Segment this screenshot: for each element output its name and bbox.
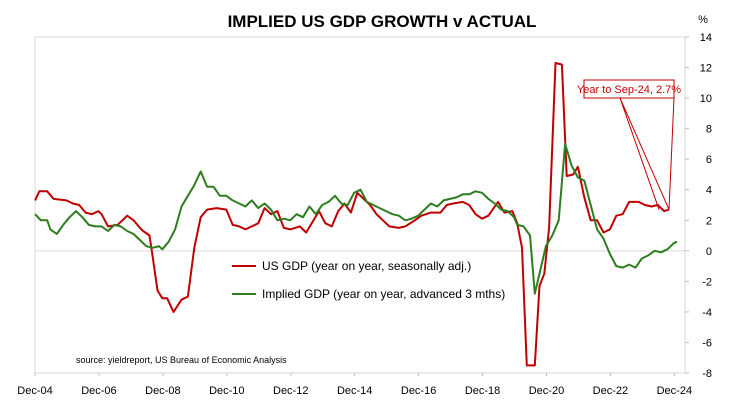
plot-area-border: [34, 36, 686, 374]
y-tick-label: 14: [700, 32, 712, 44]
x-tick-label: Dec-06: [81, 385, 116, 397]
x-tick-label: Dec-16: [401, 385, 436, 397]
x-tick-label: Dec-22: [593, 385, 628, 397]
y-tick-label: 6: [706, 154, 712, 166]
chart-title: IMPLIED US GDP GROWTH v ACTUAL: [228, 12, 537, 31]
x-tick-label: Dec-04: [17, 385, 52, 397]
y-tick-label: -4: [702, 307, 712, 319]
y-tick-label: 8: [706, 124, 712, 136]
x-tick-label: Dec-14: [337, 385, 372, 397]
y-tick-label: 12: [700, 63, 712, 75]
annotation-box: [583, 79, 675, 99]
y-tick-label: -2: [702, 276, 712, 288]
annotation-leader-line: [619, 97, 675, 210]
y-tick-label: 0: [706, 246, 712, 258]
y-tick-label: -6: [702, 337, 712, 349]
legend-label-implied-gdp: Implied GDP (year on year, advanced 3 mt…: [262, 287, 505, 301]
y-tick-label: 10: [700, 93, 712, 105]
series-line-implied-gdp: [34, 142, 678, 295]
legend: US GDP (year on year, seasonally adj.) I…: [232, 259, 505, 301]
y-axis-unit-label: %: [698, 14, 708, 26]
x-tick-label: Dec-20: [529, 385, 564, 397]
x-tick-label: Dec-18: [465, 385, 500, 397]
x-axis: Dec-04 Dec-06 Dec-08 Dec-10 Dec-12 Dec-14 Dec-…: [17, 373, 692, 397]
x-tick-label: Dec-08: [145, 385, 180, 397]
annotation: Year to Sep-24, 2.7%: [577, 79, 681, 210]
y-tick-label: -8: [702, 368, 712, 380]
x-tick-label: Dec-24: [657, 385, 692, 397]
y-axis: 14 12 10 8 6 4 2 0 -2 -4 -6 -8: [685, 32, 712, 380]
x-tick-label: Dec-10: [209, 385, 244, 397]
y-tick-label: 2: [706, 215, 712, 227]
y-tick-label: 4: [706, 185, 712, 197]
series-group: [34, 62, 678, 367]
source-note: source: yieldreport, US Bureau of Econom…: [76, 355, 287, 365]
legend-label-us-gdp: US GDP (year on year, seasonally adj.): [262, 259, 471, 273]
x-tick-label: Dec-12: [273, 385, 308, 397]
series-line-us-gdp: [34, 62, 670, 367]
annotation-label: Year to Sep-24, 2.7%: [577, 84, 681, 96]
